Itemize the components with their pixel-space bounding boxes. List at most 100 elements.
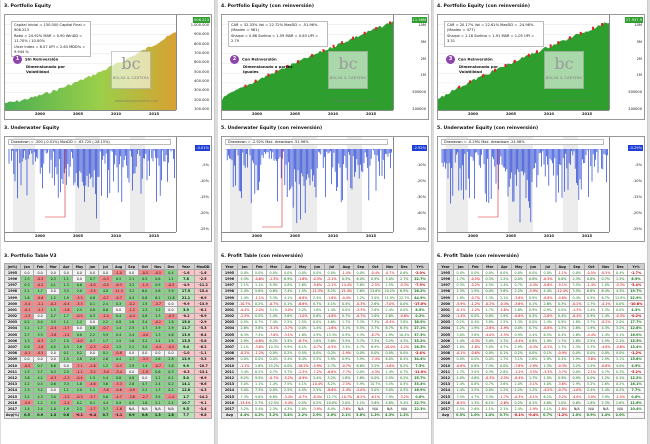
drawdown-mark	[482, 74, 485, 78]
y-tick: 300.000	[194, 88, 209, 93]
x-tick: 2000	[252, 112, 263, 116]
y-tick: 10M	[634, 23, 642, 27]
table-cell: 0.9	[33, 411, 48, 419]
note-line: Con Reinversión	[458, 57, 493, 62]
y-tick: 100.000	[194, 107, 209, 111]
underwater-chart[interactable]: Drawdown = -300 (-0.01%) MaxDD = -63.720…	[4, 136, 212, 242]
y-tick: 600.000	[194, 60, 209, 65]
table-cell: 1.8	[163, 411, 179, 419]
table-header-row: Year Jan Feb Mar Apr May Jun Jul Aug Sep Oct Nov Dec…	[437, 262, 645, 271]
table-row: 2011 1.5 2.7 0.3 2.5 -1.1 -3.2 -3.0 -3.4 0.0 -1.9 0…	[4, 368, 212, 376]
stats-line: Ratio = 24.92% MAR = 0.90 WinDD = 11.70%…	[14, 33, 83, 44]
note-text: Con Reinversión	[458, 56, 493, 62]
equity-x-axis: 2000 2005 2010 2015	[222, 110, 393, 119]
equity-chart[interactable]: CAR = 20.17% Vol = 22.61% MaxDD = -24.98…	[437, 14, 645, 120]
strategy-note: 2 Con Reinversión Dimensionado a partes Igu…	[230, 55, 292, 74]
underwater-title: 3. Underwater Equity	[4, 126, 60, 131]
table-title: 6. Profit Table (con reinversión)	[437, 254, 520, 259]
table-row: 2008 -0.1% -0.6% 0.0% 0.1% 0.2% 0.0% 0.1% -0.9% 0…	[437, 349, 645, 357]
drawdown-mark	[592, 26, 595, 30]
table-cell: 0.7%	[496, 411, 512, 419]
table-row: 2011 3.4% 6.2% 0.7% 5.7% -2.5% -7.2% -6.8% -7.7%…	[221, 368, 429, 376]
underwater-x-axis: 2000 2005 2010 2015	[5, 232, 176, 241]
table-cell: -0.4%	[525, 411, 541, 419]
table-row: 1998 2.3% 1.9% 0.0% 3.6% 2.2% -3.9% 4.4% -12.4% 3…	[437, 287, 645, 295]
table-cell: 2.9%	[309, 411, 325, 419]
table-cell: -1.2%	[554, 411, 570, 419]
x-tick: 2010	[328, 112, 339, 116]
column-1-content: 3. Portfolio Equity Capital Inicial = 150…	[1, 0, 215, 444]
drawdown-mark	[286, 64, 289, 68]
drawdown-mark	[244, 84, 247, 88]
table-row: 2006 1.4% -0.3% 3.0% 1.7% -4.4% 0.8% 1.9% 1.7% 1.…	[437, 337, 645, 345]
table-row: 2005 3.0% 3.6% -4.0% -1.5% 0.9% 2.4% 6.5% 0.4% 2.…	[437, 331, 645, 339]
table-title: 6. Profit Table (con reinversión)	[221, 254, 304, 259]
table-cell: 1.0%	[569, 411, 585, 419]
table-cell: 0.9%	[583, 411, 599, 419]
y-tick: 2M	[636, 56, 642, 61]
profit-table: Year Jan Feb Mar Apr May Jun Jul Aug Sep Oct Nov Dec…	[221, 262, 429, 419]
equity-chart[interactable]: Capital Inicial = 150.000 Capital Final …	[4, 14, 212, 120]
table-cell: 4.3%	[382, 411, 398, 419]
underwater-chart[interactable]: Drawdown = -2.92% Max. drawdown -51.96%0…	[221, 136, 429, 242]
table-cell: 0.8	[137, 411, 152, 419]
y-tick: -5%	[635, 163, 642, 167]
underwater-chart[interactable]: Drawdown = -0.29% Max. drawdown -24.98%0…	[437, 136, 645, 242]
table-cell: 2.1%	[338, 411, 354, 419]
table-row: Avg(%) 0.5 0.9 1.3 0.6 -0.1 -0.4 0.7 -1.1 0.9 0.8 1…	[4, 411, 212, 419]
note-line: Sin Reinversión	[25, 57, 58, 62]
table-row: 2004 1.2% 1.9% -2.6% -1.9% 0.0% 0.7% -0.8% 1.5% 2…	[437, 324, 645, 333]
table-cell: 1.4%	[598, 411, 614, 419]
underwater-y-axis: 0%-5%-10%-15%-20%-25%-0.29%	[609, 137, 644, 232]
drawdown-mark	[275, 69, 278, 73]
note-line: Con Reinversión	[242, 57, 277, 62]
equity-chart[interactable]: CAR = 32.33% Vol = 22.72% MaxDD = -51.96…	[221, 14, 429, 120]
drawdown-mark	[310, 54, 313, 58]
x-tick: 2005	[73, 234, 84, 238]
table-row: 2000 -5.9% -1.2% -0.2% -0.4% -3.6% 0.1% 2.6% 0.3…	[437, 300, 645, 308]
logo-text: BOLSA & CARTERA	[329, 76, 367, 80]
underwater-last-value: -0.29%	[628, 145, 643, 151]
stats-box: CAR = 20.17% Vol = 22.61% MaxDD = -24.98…	[444, 21, 544, 47]
y-tick: 200.000	[194, 97, 209, 102]
table-row: 2005 2.7 3.3 -3.6 -1.4 0.8 2.2 5.9 0.4 2.4 -4.0 1.3…	[4, 331, 212, 339]
table-cell: -0.4	[85, 411, 100, 419]
table-cell: 4.2%	[251, 411, 267, 419]
y-tick: -10%	[416, 163, 426, 167]
table-row: 2012 8.2% 9.5% -0.7% -5.2% -0.9% 3.4% 3.2% 1.8% 1…	[221, 374, 429, 382]
equity-x-axis: 2000 2005 2010 2015	[438, 110, 609, 119]
drawdown-mark	[297, 60, 300, 64]
note-text: Dimensionado por	[26, 64, 65, 69]
table-row: 2013 5.0% 1.1% 1.4% 7.5% 4.1% -10.4% 8.2% -7.5% 5…	[221, 380, 429, 388]
table-row: 1999 1.8% -0.7% 1.3% 2.1% -3.6% 0.9% -0.8% -0.8%…	[437, 293, 645, 302]
y-tick: -10%	[632, 179, 642, 183]
profit-table: (m%) Jan Feb Mar Apr May Jun Jul Aug Sep Oct Nov Dec…	[4, 262, 212, 419]
x-tick: 2005	[73, 112, 84, 116]
drawdown-mark	[494, 68, 497, 72]
underwater-bars	[8, 149, 175, 219]
brand-logo: bc BOLSA & CARTERA	[111, 51, 151, 89]
drawdown-mark	[332, 44, 335, 48]
y-tick: 500.000	[194, 69, 209, 74]
drawdown-mark	[254, 79, 257, 83]
x-tick: 2000	[35, 234, 46, 238]
y-tick: 2M	[420, 56, 426, 61]
y-tick: 500000	[628, 90, 642, 95]
y-tick: -30%	[416, 195, 426, 199]
table-row: 2013 2.2 0.5 0.6 3.3 1.8 -4.6 3.6 -3.3 2.6 4.7 2.4 0…	[4, 380, 212, 388]
note-text: Dimensionado a partes	[243, 64, 293, 69]
y-tick: 5M	[636, 39, 642, 44]
drawdown-mark	[322, 49, 325, 53]
stats-line: Sharpe = 1.16 Sortino = 1.91 MAR = 1.05 …	[447, 33, 534, 44]
y-tick: -20%	[199, 211, 209, 215]
drawdown-mark	[469, 80, 472, 84]
x-tick: 2005	[290, 112, 301, 116]
equity-area	[5, 32, 176, 110]
table-row: 1996 1.7% -0.5% 0.3% 1.2% 0.0% 0.8% -0.3% 0.6% 2.…	[437, 275, 645, 283]
row-year: Avg	[221, 411, 238, 419]
y-tick: -25%	[632, 227, 642, 231]
table-cell: 0.5%	[453, 411, 469, 419]
table-row: 2011 1.7% 3.0% 0.3% 2.8% -1.2% -3.5% -3.3% -3.7%…	[437, 368, 645, 376]
y-tick: -5%	[202, 163, 209, 167]
note-line: Dimensionado por	[459, 64, 498, 69]
